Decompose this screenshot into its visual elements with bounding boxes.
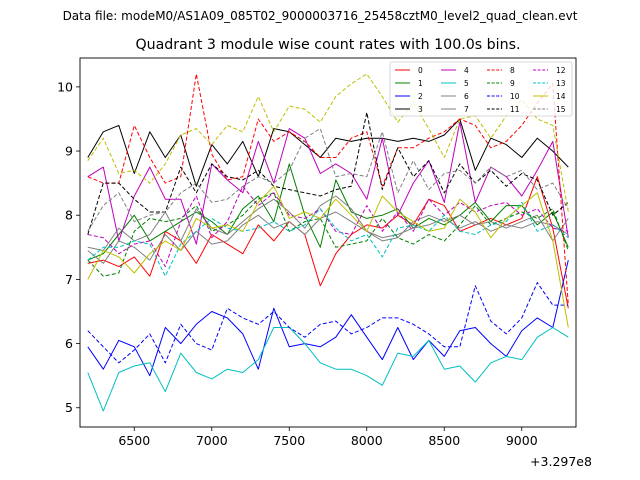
legend-label: 0 [418,66,423,75]
series-line-9 [87,192,569,277]
legend-label: 7 [464,105,469,114]
legend [389,61,573,117]
legend-label: 8 [510,66,515,75]
x-tick-label: 7000 [196,433,228,448]
x-tick-label: 8000 [351,433,383,448]
plot-frame [79,57,577,428]
legend-label: 15 [556,105,566,114]
legend-label: 10 [510,92,520,101]
x-tick-label: 8500 [428,433,460,448]
y-tick-label: 8 [65,208,73,223]
legend-label: 3 [418,105,423,114]
series-line-10 [87,282,569,364]
series-line-8 [87,73,569,306]
series-line-15 [87,128,569,232]
series-line-extra-16 [87,73,569,213]
x-tick-label: 7500 [273,433,305,448]
series-line-2 [87,259,569,377]
legend-label: 13 [556,79,566,88]
series-line-7 [87,211,569,264]
x-tick-label: 9000 [506,433,538,448]
x-tick-label: 6500 [118,433,150,448]
legend-label: 1 [418,79,423,88]
legend-label: 2 [418,92,423,101]
legend-label: 14 [556,92,566,101]
series-line-1 [87,163,569,261]
series-line-3 [87,118,569,187]
series-line-12 [87,185,569,268]
legend-label: 5 [464,79,469,88]
series-line-13 [87,201,569,277]
supertitle: Data file: modeM0/AS1A09_085T02_90000037… [63,9,578,23]
y-tick-label: 5 [65,400,73,415]
y-tick-label: 9 [65,144,73,159]
x-offset-label: +3.297e8 [530,454,592,469]
legend-label: 6 [464,92,469,101]
legend-label: 12 [556,66,566,75]
legend-label: 4 [464,66,469,75]
series-line-14 [87,185,569,328]
legend-label: 9 [510,79,515,88]
chart-title: Quadrant 3 module wise count rates with … [135,37,520,53]
series-line-5 [87,327,569,412]
y-tick-label: 6 [65,336,73,351]
legend-label: 11 [510,105,520,114]
series-line-0 [87,176,569,309]
y-tick-label: 7 [65,272,73,287]
series-line-11 [87,112,569,235]
y-tick-label: 10 [57,79,73,94]
